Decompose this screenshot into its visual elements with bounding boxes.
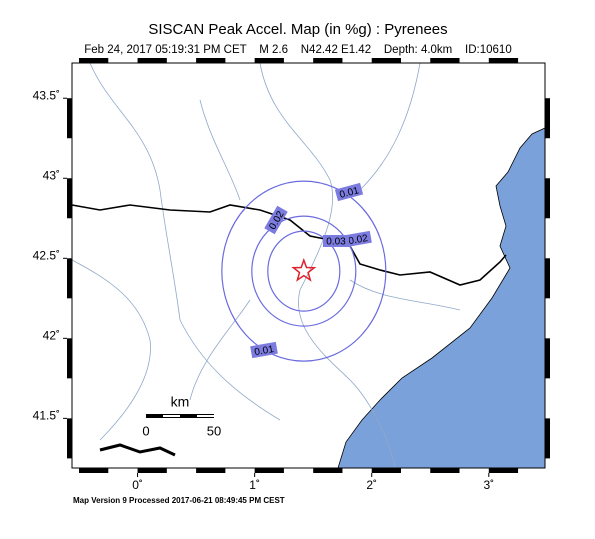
contour-label-box (264, 205, 288, 235)
contour-label: 0.01 (334, 182, 364, 202)
x-tick-label: 0˚ (132, 478, 143, 492)
frame-segment (488, 468, 519, 473)
frame-segment (79, 468, 109, 473)
x-tick-label: 2˚ (366, 478, 377, 492)
frame-segment (254, 58, 284, 63)
frame-segment (371, 58, 401, 63)
frame-segment (545, 258, 550, 299)
y-tick-label: 43˚ (43, 168, 60, 182)
footer: Map Version 9 Processed 2017-06-21 08:49… (73, 496, 285, 505)
contour (267, 230, 341, 312)
frame-segment (79, 58, 109, 63)
scale-label: 0 (142, 423, 149, 438)
frame-segment (67, 258, 72, 299)
frame-segment (545, 98, 550, 139)
contour-label-text: 0.01 (254, 344, 276, 358)
frame-segment (545, 178, 550, 219)
epicenter (291, 257, 317, 282)
contour (221, 180, 387, 362)
y-tick-label: 41.5˚ (33, 409, 60, 423)
contour-label-box (344, 230, 372, 248)
contour-label-box (323, 235, 349, 247)
frame-segment (488, 58, 519, 63)
frame-segment (430, 58, 460, 63)
frame-segment (67, 178, 72, 219)
y-tick-label: 42˚ (43, 329, 60, 343)
reservoir (99, 443, 176, 457)
frame-segment (67, 418, 72, 459)
y-tick-label: 42.5˚ (33, 248, 60, 262)
contour-label: 0.03 (323, 235, 349, 248)
river (89, 62, 281, 421)
frame-segment (254, 468, 284, 473)
frame-segment (371, 468, 401, 473)
sea (337, 127, 546, 469)
contour-label-box (250, 341, 278, 359)
frame-segment (545, 338, 550, 379)
contour-label-text: 0.03 (326, 237, 346, 248)
contour-label-text: 0.02 (348, 233, 370, 247)
contour (251, 215, 357, 327)
frame-segment (196, 468, 226, 473)
contour-label: 0.01 (250, 341, 278, 359)
river (71, 259, 151, 441)
frame-segment (137, 58, 167, 63)
frame-segment (137, 468, 167, 473)
contour-label-text: 0.01 (338, 185, 360, 201)
frame-segment (67, 338, 72, 379)
contour-label-box (334, 182, 364, 202)
river (359, 62, 421, 191)
frame-segment (196, 58, 226, 63)
frame-segment (67, 98, 72, 139)
x-tick-label: 3˚ (483, 478, 494, 492)
subtitle: Feb 24, 2017 05:19:31 PM CET M 2.6 N42.4… (84, 44, 511, 56)
scale-unit: km (171, 394, 190, 410)
x-tick-label: 1˚ (249, 478, 260, 492)
frame-segment (313, 58, 343, 63)
contour-label: 0.02 (344, 230, 372, 248)
rivers (71, 62, 461, 469)
river (349, 279, 461, 311)
scale-label: 50 (207, 423, 221, 438)
y-tick-label: 43.5˚ (33, 88, 60, 102)
title: SISCAN Peak Accel. Map (in %g) : Pyrenee… (148, 21, 447, 38)
river (199, 99, 241, 201)
frame-segment (313, 468, 343, 473)
river (259, 62, 396, 469)
overlay: 0.010.010.020.020.030˚ 1˚ 2˚ 3˚41.5˚42˚42.5… (33, 58, 550, 492)
frame-segment (545, 418, 550, 459)
scale-bar-half (163, 415, 180, 417)
scale-bar-half (197, 415, 214, 417)
frame-segment (430, 468, 460, 473)
river (189, 299, 251, 401)
